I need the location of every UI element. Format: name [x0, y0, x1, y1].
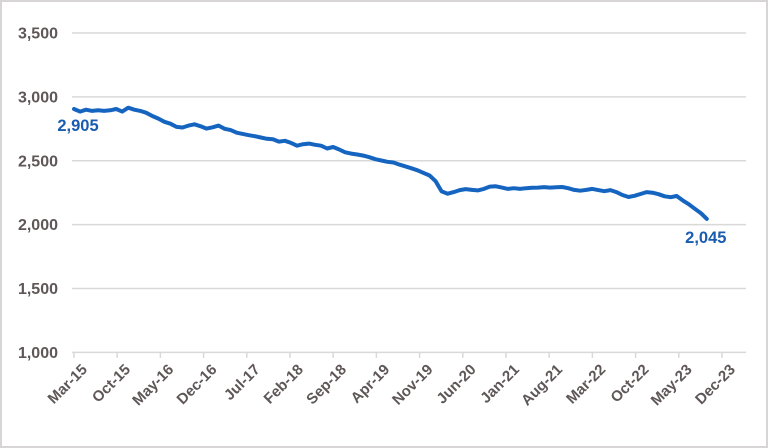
y-axis-tick-label: 3,000: [18, 89, 58, 106]
y-axis-tick-label: 1,000: [18, 345, 58, 362]
x-axis-tick-label: Apr-19: [348, 361, 394, 407]
x-axis-tick-label: Oct-22: [607, 361, 652, 406]
first-point-data-label: 2,905: [57, 117, 98, 135]
x-axis-tick-label: Jun-20: [433, 361, 479, 407]
x-axis-tick-label: Dec-23: [692, 361, 739, 408]
y-axis-tick-label: 1,500: [18, 281, 58, 298]
x-axis-tick-label: Nov-19: [389, 361, 436, 408]
x-axis-tick-label: May-16: [129, 361, 177, 409]
x-axis-tick-label: Feb-18: [261, 361, 307, 407]
x-axis-tick-label: Sep-18: [303, 361, 350, 408]
x-axis-tick-label: May-23: [648, 361, 696, 409]
y-axis-tick-label: 2,000: [18, 217, 58, 234]
x-axis-tick-label: Aug-21: [518, 361, 566, 409]
x-axis-tick-label: Jul-17: [221, 361, 264, 404]
x-axis-tick-label: Dec-16: [174, 361, 221, 408]
y-axis-tick-label: 2,500: [18, 153, 58, 170]
x-axis-tick-label: Jan-21: [477, 361, 523, 407]
x-axis-tick-label: Oct-15: [89, 361, 134, 406]
last-point-data-label: 2,045: [685, 229, 726, 247]
x-axis-tick-label: Mar-22: [563, 361, 609, 407]
x-axis-tick-label: Mar-15: [45, 361, 91, 407]
y-axis-tick-label: 3,500: [18, 26, 58, 43]
trend-line: [72, 105, 709, 221]
